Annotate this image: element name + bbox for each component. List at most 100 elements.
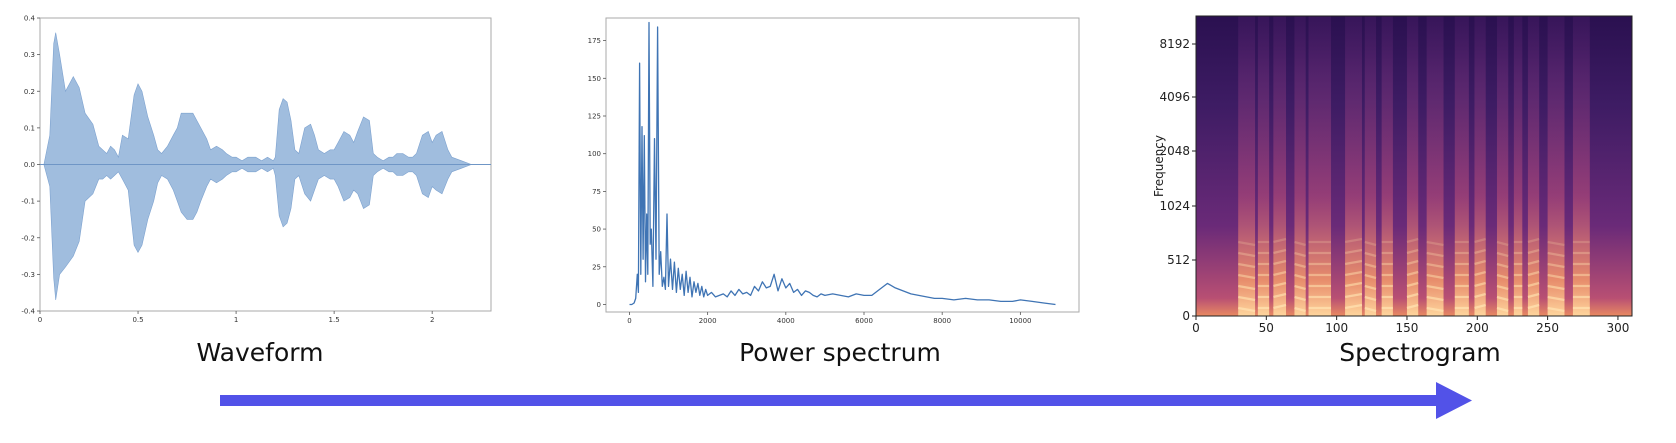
spectrogram-voiced-band xyxy=(1257,16,1270,316)
spectrogram-voiced-band xyxy=(1547,16,1565,316)
spectrogram-harmonic-line xyxy=(1364,273,1377,280)
spectrogram-harmonic-line xyxy=(1364,262,1377,269)
spectrogram-harmonic-line xyxy=(1527,303,1540,310)
spectrogram-harmonic-line xyxy=(1273,281,1287,288)
spectrogram-voiced-band xyxy=(1381,16,1393,316)
spectrogram-caption: Spectrogram xyxy=(1339,338,1501,367)
spectrogram-harmonic-line xyxy=(1474,303,1487,310)
spectrogram-harmonic-line xyxy=(1344,248,1363,255)
spectrogram-harmonic-line xyxy=(1547,284,1565,291)
spectrogram-voiced-band xyxy=(1238,16,1256,316)
spectrogram-harmonic-line xyxy=(1344,259,1363,266)
waveform-chart: 0 0.5 1 1.5 2 0.4 0.3 0.2 0.1 0.0 -0.1 -0.2 -0.3 -0.… xyxy=(21,15,492,324)
spectrogram-harmonic-line xyxy=(1238,240,1256,247)
spectrogram-harmonic-line xyxy=(1547,251,1565,258)
power-spectrum-x-tick-label: 4000 xyxy=(777,317,795,325)
spectrogram-y-tick-label: 512 xyxy=(1167,253,1190,267)
spectrogram-harmonic-line xyxy=(1364,295,1377,302)
spectrogram-harmonic-line xyxy=(1527,248,1540,255)
spectrogram-harmonic-line xyxy=(1474,270,1487,277)
arrow-head xyxy=(1436,382,1472,419)
spectrogram-chart: 0 50 100 150 200 250 300 05121024204840968192 … xyxy=(1152,15,1633,335)
spectrogram-voiced-band xyxy=(1273,16,1287,316)
spectrogram-harmonic-line xyxy=(1527,237,1540,244)
waveform-y-tick-label: 0.0 xyxy=(24,161,35,169)
spectrogram-voiced-band xyxy=(1308,16,1332,316)
spectrogram-harmonic-line xyxy=(1406,259,1419,266)
spectrogram-y-tick-label: 0 xyxy=(1182,309,1190,323)
power-spectrum-plot-frame xyxy=(605,17,1080,313)
power-spectrum-y-tick-label: 150 xyxy=(588,75,601,83)
spectrogram-harmonic-line xyxy=(1547,306,1565,313)
spectrogram-harmonic-line xyxy=(1474,281,1487,288)
spectrogram-harmonic-line xyxy=(1273,259,1287,266)
spectrogram-harmonic-line xyxy=(1426,273,1444,280)
spectrogram-harmonic-line xyxy=(1496,251,1509,258)
spectrogram-harmonic-line xyxy=(1426,240,1444,247)
spectrogram-voiced-band xyxy=(1474,16,1486,316)
spectrogram-harmonic-line xyxy=(1527,259,1540,266)
spectrogram-x-tick-label: 250 xyxy=(1536,321,1559,335)
spectrogram-harmonic-line xyxy=(1294,284,1306,291)
spectrogram-harmonic-line xyxy=(1474,237,1487,244)
spectrogram-voiced-bands xyxy=(1238,16,1590,316)
waveform-area xyxy=(40,32,491,301)
spectrogram-harmonic-line xyxy=(1406,292,1419,299)
waveform-x-tick-label: 2 xyxy=(430,316,434,324)
spectrogram-voiced-band xyxy=(1345,16,1362,316)
spectrogram-harmonic-line xyxy=(1426,306,1444,313)
spectrogram-harmonic-line xyxy=(1273,270,1287,277)
spectrogram-harmonic-line xyxy=(1474,259,1487,266)
spectrogram-harmonic-line xyxy=(1406,248,1419,255)
spectrogram-voiced-band xyxy=(1496,16,1509,316)
spectrogram-harmonic-line xyxy=(1294,273,1306,280)
spectrogram-harmonic-line xyxy=(1496,262,1509,269)
spectrogram-harmonic-line xyxy=(1294,306,1306,313)
waveform-y-tick-label: 0.4 xyxy=(24,15,36,23)
spectrogram-harmonic-line xyxy=(1344,292,1363,299)
spectrogram-voiced-band xyxy=(1364,16,1377,316)
spectrogram-harmonic-line xyxy=(1547,295,1565,302)
spectrogram-y-ticks: 0 512 1024 2048 4096 8192 xyxy=(1159,37,1196,323)
spectrogram-voiced-band xyxy=(1406,16,1419,316)
waveform-y-tick-label: -0.1 xyxy=(21,198,35,206)
spectrogram-harmonic-line xyxy=(1273,237,1287,244)
spectrogram-harmonic-line xyxy=(1527,292,1540,299)
waveform-y-ticks: 0.4 0.3 0.2 0.1 0.0 -0.1 -0.2 -0.3 -0.4 xyxy=(21,15,40,316)
spectrogram-harmonic-line xyxy=(1364,284,1377,291)
spectrogram-harmonic-line xyxy=(1474,292,1487,299)
power-spectrum-x-tick-label: 0 xyxy=(627,317,631,325)
spectrogram-harmonic-line xyxy=(1238,273,1256,280)
power-spectrum-y-tick-label: 25 xyxy=(592,263,601,271)
power-spectrum-line xyxy=(629,21,1056,306)
spectrogram-harmonic-line xyxy=(1364,251,1377,258)
spectrogram-harmonic-line xyxy=(1238,284,1256,291)
spectrogram-harmonic-line xyxy=(1527,270,1540,277)
spectrogram-harmonic-line xyxy=(1294,251,1306,258)
spectrogram-harmonic-line xyxy=(1474,248,1487,255)
waveform-y-tick-label: -0.3 xyxy=(21,271,35,279)
spectrogram-x-tick-label: 150 xyxy=(1396,321,1419,335)
waveform-y-tick-label: 0.2 xyxy=(24,88,35,96)
spectrogram-harmonic-line xyxy=(1547,240,1565,247)
spectrogram-y-tick-label: 4096 xyxy=(1159,90,1190,104)
spectrogram-harmonic-line xyxy=(1344,237,1363,244)
spectrogram-harmonic-line xyxy=(1364,240,1377,247)
spectrogram-x-tick-label: 100 xyxy=(1325,321,1348,335)
spectrogram-harmonic-line xyxy=(1238,262,1256,269)
spectrogram-voiced-band xyxy=(1527,16,1540,316)
spectrogram-harmonic-line xyxy=(1426,251,1444,258)
power-spectrum-y-tick-label: 0 xyxy=(597,301,601,309)
spectrogram-harmonic-line xyxy=(1406,303,1419,310)
spectrogram-y-tick-label: 1024 xyxy=(1159,199,1190,213)
spectrogram-harmonic-line xyxy=(1238,251,1256,258)
spectrogram-harmonics xyxy=(1238,237,1590,313)
spectrogram-harmonic-line xyxy=(1273,248,1287,255)
spectrogram-voiced-band xyxy=(1454,16,1469,316)
power-spectrum-x-tick-label: 6000 xyxy=(855,317,873,325)
arrow-shaft xyxy=(220,395,1440,406)
spectrogram-x-tick-label: 50 xyxy=(1259,321,1274,335)
spectrogram-harmonic-line xyxy=(1496,284,1509,291)
power-spectrum-y-tick-label: 75 xyxy=(592,188,601,196)
spectrogram-harmonic-line xyxy=(1238,295,1256,302)
